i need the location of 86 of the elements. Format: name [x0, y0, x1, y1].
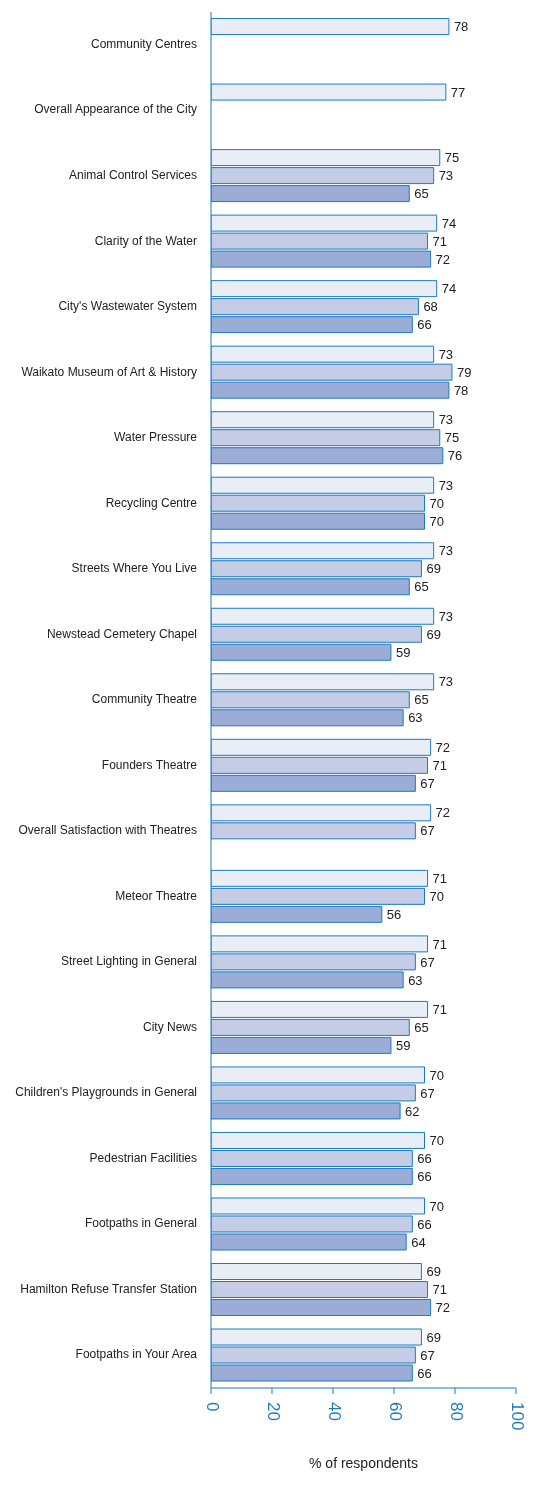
- data-label: 70: [429, 1198, 444, 1214]
- data-label: 63: [408, 710, 423, 726]
- data-label: 71: [432, 870, 448, 886]
- data-label: 73: [438, 477, 454, 493]
- data-label: 70: [429, 1067, 444, 1083]
- y-tick-label: Founders Theatre: [101, 757, 198, 772]
- data-label: 67: [420, 775, 435, 791]
- data-label: 75: [444, 150, 460, 166]
- data-label: 69: [426, 1329, 441, 1345]
- data-label: 74: [441, 215, 457, 231]
- y-tick-label: Clarity of the Water: [94, 233, 197, 248]
- data-label: 73: [438, 346, 454, 362]
- y-tick-label: Overall Appearance of the City: [34, 102, 197, 117]
- data-label: 67: [420, 954, 435, 970]
- y-tick-label: City's Wastewater System: [58, 299, 197, 314]
- data-label: 64: [411, 1234, 426, 1250]
- data-label: 66: [417, 1365, 432, 1381]
- data-label: 70: [429, 513, 444, 529]
- x-tick-label: 20: [263, 1402, 283, 1421]
- data-label: 74: [441, 281, 457, 297]
- data-label: 73: [438, 543, 454, 559]
- x-tick-label: 0: [202, 1402, 222, 1412]
- y-tick-label: Streets Where You Live: [71, 561, 198, 576]
- data-label: 77: [450, 84, 466, 100]
- data-label: 66: [417, 1151, 432, 1167]
- y-tick-label: Recycling Centre: [105, 495, 198, 510]
- data-label: 56: [386, 906, 402, 922]
- data-label: 70: [429, 888, 444, 904]
- data-label: 73: [438, 608, 454, 624]
- data-label: 67: [420, 1085, 435, 1101]
- data-label: 59: [395, 644, 411, 660]
- data-label: 66: [417, 1169, 432, 1185]
- y-tick-label: Waikato Museum of Art & History: [21, 364, 197, 379]
- data-label: 65: [414, 1020, 429, 1036]
- y-tick-label: Children's Playgrounds in General: [15, 1085, 197, 1100]
- x-tick-label: 80: [446, 1402, 466, 1421]
- data-label: 71: [432, 1002, 448, 1018]
- data-label: 72: [435, 251, 451, 267]
- data-label: 73: [438, 674, 454, 690]
- data-label: 72: [435, 1300, 451, 1316]
- y-tick-label: Overall Satisfaction with Theatres: [18, 823, 197, 838]
- data-label: 72: [435, 805, 451, 821]
- x-tick-label: 40: [324, 1402, 344, 1421]
- x-tick-label: 100: [507, 1402, 527, 1431]
- data-label: 68: [423, 299, 438, 315]
- data-label: 71: [432, 1282, 448, 1298]
- y-tick-label: Community Theatre: [91, 692, 198, 707]
- data-label: 66: [417, 1216, 432, 1232]
- y-tick-label: Footpaths in General: [84, 1216, 197, 1231]
- y-tick-label: City News: [142, 1019, 197, 1034]
- data-label: 59: [395, 1038, 411, 1054]
- data-label: 65: [414, 579, 429, 595]
- data-label: 72: [435, 739, 451, 755]
- data-label: 65: [414, 692, 429, 708]
- data-label: 76: [447, 448, 463, 464]
- x-axis-title: % of respondents: [309, 1455, 418, 1471]
- data-label: 66: [417, 317, 432, 333]
- data-label: 70: [429, 1133, 444, 1149]
- y-tick-label: Newstead Cemetery Chapel: [46, 626, 197, 641]
- y-tick-label: Community Centres: [90, 36, 197, 51]
- data-label: 67: [420, 1347, 435, 1363]
- data-label: 67: [420, 823, 435, 839]
- data-label: 65: [414, 186, 429, 202]
- y-tick-label: Hamilton Refuse Transfer Station: [20, 1281, 197, 1296]
- x-tick-label: 60: [385, 1402, 405, 1421]
- data-label: 70: [429, 495, 444, 511]
- y-tick-label: Street Lighting in General: [60, 954, 197, 969]
- data-label: 73: [438, 168, 454, 184]
- data-label: 62: [405, 1103, 420, 1119]
- data-label: 69: [426, 626, 441, 642]
- y-tick-label: Pedestrian Facilities: [89, 1150, 197, 1165]
- data-label: 78: [453, 19, 469, 35]
- data-label: 75: [444, 430, 460, 446]
- data-label: 71: [432, 936, 448, 952]
- data-label: 63: [408, 972, 423, 988]
- y-tick-label: Meteor Theatre: [115, 888, 198, 903]
- data-label: 78: [453, 382, 469, 398]
- data-label: 71: [432, 757, 448, 773]
- y-tick-label: Footpaths in Your Area: [75, 1347, 198, 1362]
- data-label: 79: [456, 364, 472, 380]
- y-tick-label: Water Pressure: [114, 430, 198, 445]
- data-label: 69: [426, 1264, 441, 1280]
- y-tick-label: Animal Control Services: [68, 167, 197, 182]
- data-label: 71: [432, 233, 448, 249]
- data-label: 69: [426, 561, 441, 577]
- data-label: 73: [438, 412, 454, 428]
